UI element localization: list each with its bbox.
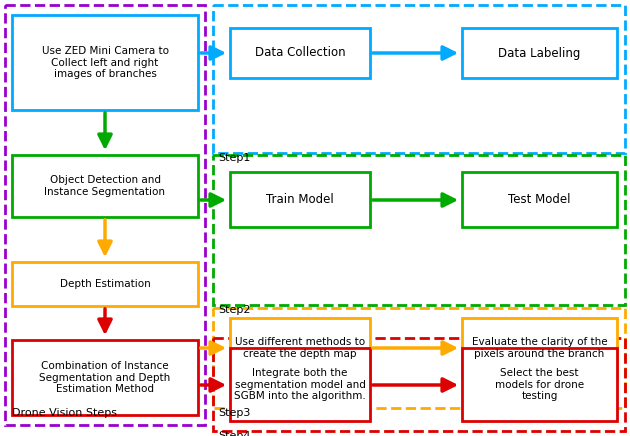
Bar	[213, 308, 625, 408]
Text: Depth Estimation: Depth Estimation	[60, 279, 151, 289]
Bar	[12, 262, 198, 306]
Text: Select the best
models for drone
testing: Select the best models for drone testing	[495, 368, 584, 401]
Bar	[12, 15, 198, 110]
Text: Step4: Step4	[218, 431, 251, 436]
Bar	[230, 172, 370, 227]
Bar	[230, 348, 370, 421]
Text: Data Labeling: Data Labeling	[498, 47, 581, 59]
Text: Step3: Step3	[218, 408, 250, 418]
Text: Use different methods to
create the depth map: Use different methods to create the dept…	[235, 337, 365, 359]
Bar	[213, 338, 625, 431]
Bar	[12, 155, 198, 217]
Text: Step1: Step1	[218, 153, 250, 163]
Bar	[462, 28, 617, 78]
Text: Train Model: Train Model	[266, 193, 334, 206]
Text: Drone Vision Steps: Drone Vision Steps	[12, 408, 117, 418]
Bar	[462, 172, 617, 227]
Text: Integrate both the
segmentation model and
SGBM into the algorithm.: Integrate both the segmentation model an…	[234, 368, 366, 401]
Bar	[5, 5, 205, 425]
Text: Step2: Step2	[218, 305, 251, 315]
Bar	[213, 5, 625, 153]
Bar	[213, 155, 625, 305]
Text: Data Collection: Data Collection	[255, 47, 345, 59]
Bar	[230, 28, 370, 78]
Text: Combination of Instance
Segmentation and Depth
Estimation Method: Combination of Instance Segmentation and…	[39, 361, 171, 394]
Bar	[462, 348, 617, 421]
Text: Evaluate the clarity of the
pixels around the branch: Evaluate the clarity of the pixels aroun…	[472, 337, 607, 359]
Text: Object Detection and
Instance Segmentation: Object Detection and Instance Segmentati…	[45, 175, 166, 197]
Bar	[230, 318, 370, 378]
Text: Test Model: Test Model	[508, 193, 571, 206]
Bar	[12, 340, 198, 415]
Bar	[462, 318, 617, 378]
Text: Use ZED Mini Camera to
Collect left and right
images of branches: Use ZED Mini Camera to Collect left and …	[42, 46, 168, 79]
